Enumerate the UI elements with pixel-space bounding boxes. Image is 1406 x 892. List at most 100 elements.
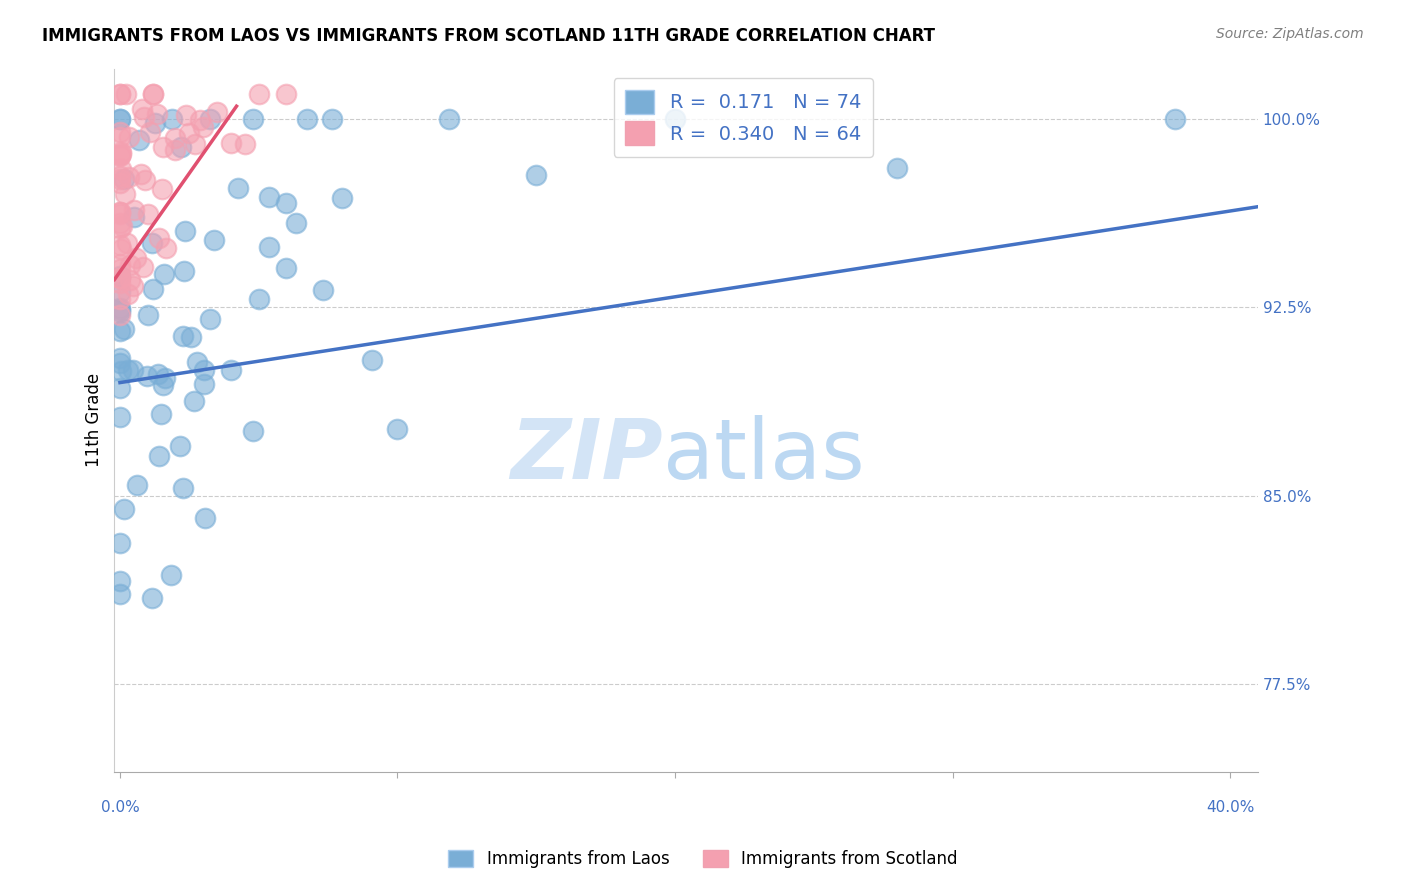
Point bbox=[142, 87, 165, 101]
Point bbox=[127, 477, 149, 491]
Point bbox=[108, 125, 131, 139]
Point bbox=[219, 363, 242, 377]
Point bbox=[169, 439, 191, 453]
Text: Source: ZipAtlas.com: Source: ZipAtlas.com bbox=[1216, 27, 1364, 41]
Point bbox=[148, 449, 170, 463]
Point bbox=[108, 301, 131, 315]
Point bbox=[132, 260, 155, 275]
Point bbox=[524, 168, 547, 182]
Point bbox=[108, 381, 131, 395]
Point bbox=[276, 195, 298, 210]
Point bbox=[155, 241, 177, 255]
Point bbox=[125, 251, 148, 265]
Point bbox=[297, 112, 319, 126]
Point bbox=[242, 112, 264, 126]
Point bbox=[108, 277, 131, 291]
Text: 40.0%: 40.0% bbox=[1206, 800, 1254, 815]
Point bbox=[122, 363, 145, 377]
Point bbox=[142, 87, 165, 101]
Point bbox=[108, 221, 131, 235]
Point bbox=[219, 136, 242, 150]
Point bbox=[128, 133, 150, 147]
Point bbox=[110, 242, 132, 256]
Point bbox=[146, 107, 169, 121]
Point bbox=[111, 219, 134, 234]
Point bbox=[200, 112, 222, 126]
Point bbox=[117, 362, 139, 376]
Point bbox=[330, 191, 353, 205]
Point bbox=[226, 181, 249, 195]
Point bbox=[150, 407, 173, 421]
Point bbox=[108, 207, 131, 221]
Point bbox=[285, 216, 308, 230]
Point bbox=[108, 129, 131, 144]
Point bbox=[194, 511, 217, 525]
Point bbox=[108, 587, 131, 601]
Point bbox=[108, 292, 131, 306]
Point bbox=[312, 283, 335, 297]
Point bbox=[112, 322, 135, 336]
Point bbox=[276, 261, 298, 276]
Point bbox=[110, 145, 132, 159]
Point bbox=[153, 267, 176, 281]
Point bbox=[247, 292, 270, 306]
Point bbox=[437, 112, 460, 126]
Point bbox=[179, 126, 201, 140]
Point bbox=[117, 287, 139, 301]
Point bbox=[108, 112, 131, 126]
Point bbox=[110, 147, 132, 161]
Point bbox=[257, 240, 280, 254]
Point bbox=[205, 104, 228, 119]
Point bbox=[118, 130, 141, 145]
Legend: R =  0.171   N = 74, R =  0.340   N = 64: R = 0.171 N = 74, R = 0.340 N = 64 bbox=[613, 78, 873, 157]
Point bbox=[387, 422, 409, 436]
Point bbox=[172, 328, 194, 343]
Point bbox=[183, 393, 205, 408]
Text: atlas: atlas bbox=[664, 415, 865, 496]
Point bbox=[108, 257, 131, 271]
Point bbox=[193, 120, 215, 135]
Point bbox=[134, 173, 156, 187]
Point bbox=[115, 87, 138, 101]
Point bbox=[108, 351, 131, 365]
Point bbox=[141, 235, 163, 250]
Point bbox=[664, 112, 686, 126]
Point bbox=[172, 482, 194, 496]
Point bbox=[131, 103, 153, 117]
Point bbox=[108, 356, 131, 370]
Point bbox=[120, 258, 142, 272]
Point bbox=[108, 308, 131, 322]
Point bbox=[112, 501, 135, 516]
Point bbox=[165, 130, 187, 145]
Point bbox=[276, 87, 298, 101]
Point bbox=[108, 574, 131, 588]
Point bbox=[257, 190, 280, 204]
Point bbox=[108, 147, 131, 161]
Point bbox=[198, 311, 221, 326]
Point bbox=[108, 261, 131, 276]
Y-axis label: 11th Grade: 11th Grade bbox=[86, 373, 103, 467]
Point bbox=[247, 87, 270, 101]
Point bbox=[139, 125, 162, 139]
Point bbox=[165, 144, 187, 158]
Point bbox=[186, 355, 208, 369]
Point bbox=[1163, 112, 1185, 126]
Point bbox=[153, 371, 176, 385]
Point bbox=[242, 425, 264, 439]
Point bbox=[112, 171, 135, 186]
Point bbox=[202, 233, 225, 247]
Point bbox=[108, 238, 131, 252]
Point bbox=[108, 324, 131, 338]
Point bbox=[142, 282, 165, 296]
Point bbox=[124, 202, 146, 217]
Point bbox=[173, 264, 195, 278]
Point bbox=[108, 149, 131, 163]
Point bbox=[233, 136, 256, 151]
Point bbox=[118, 273, 141, 287]
Point bbox=[117, 169, 139, 184]
Point bbox=[138, 207, 160, 221]
Point bbox=[886, 161, 908, 175]
Point bbox=[108, 112, 131, 126]
Point bbox=[108, 169, 131, 184]
Point bbox=[108, 205, 131, 219]
